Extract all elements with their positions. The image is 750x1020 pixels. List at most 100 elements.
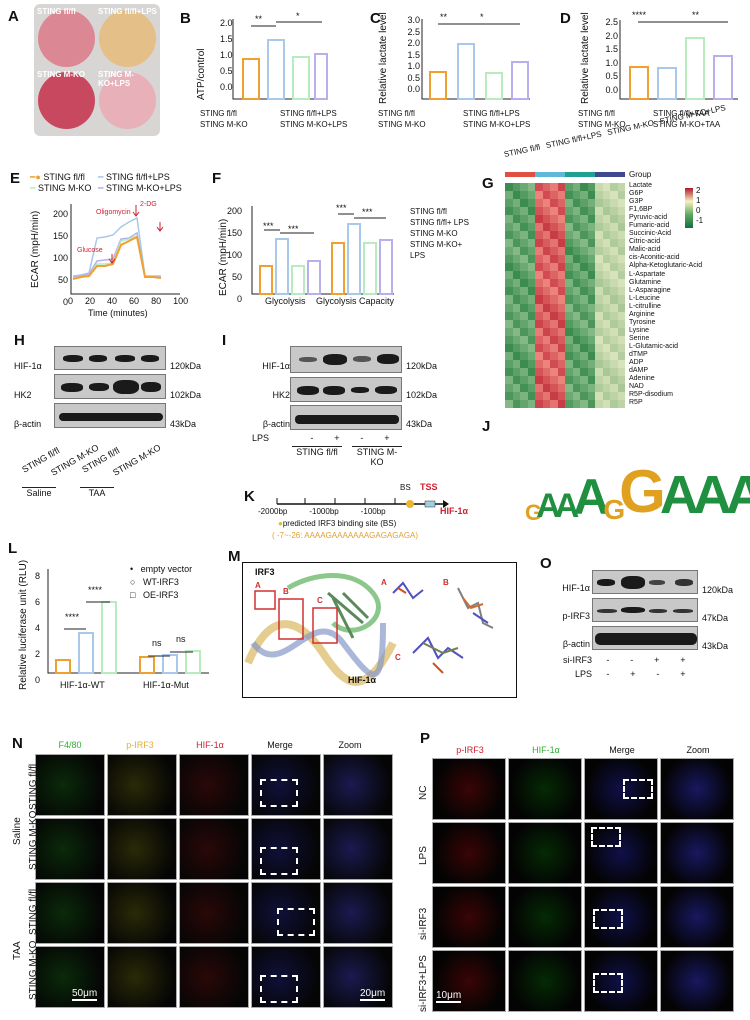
fluorescence-image xyxy=(660,886,734,948)
metabolite-label: L-Aspartate xyxy=(629,270,666,278)
x-axis-label: Time (minutes) xyxy=(88,308,148,318)
panel-label-h: H xyxy=(14,332,25,349)
zoom-c-label: C xyxy=(395,653,401,662)
fluorescence-image xyxy=(179,882,249,944)
zoom-b-label: B xyxy=(443,578,449,587)
lps-label: LPS xyxy=(252,433,270,443)
fluorescence-image xyxy=(323,946,393,1008)
legend-c: STING fl/fl STING fl/fl+LPS STING M-KO STI… xyxy=(378,109,531,129)
western-blot-hif1a xyxy=(290,346,402,373)
blot-row-labels: HIF-1α HK2 β-actin xyxy=(14,361,42,429)
row-label: STING M-KO xyxy=(28,940,39,1000)
panel-label-k: K xyxy=(244,488,255,505)
group-label: Group xyxy=(629,170,652,179)
zoom-region-box xyxy=(591,827,621,847)
fluorescence-image xyxy=(35,882,105,944)
scalebar-50um: 50μm xyxy=(72,988,98,1001)
group-taa: TAA xyxy=(80,487,114,498)
sig-marker: ns xyxy=(152,638,162,648)
bs-sequence: ( -7~-26: AAAAGAAAAAAAGAGAGAGA) xyxy=(272,531,419,540)
western-blot-actin xyxy=(54,403,166,428)
metabolite-label: R5P-disodium xyxy=(629,391,673,399)
tss-label: TSS xyxy=(420,482,438,492)
blot-row-labels: HIF-1α HK2 β-actin xyxy=(262,361,290,429)
row-label: STING M-KO xyxy=(28,810,39,870)
metabolite-label: Serine xyxy=(629,334,650,342)
n-column-headers: F4/80 p-IRF3 HIF-1α Merge Zoom xyxy=(58,740,362,750)
metabolite-label: L-Glutamic-acid xyxy=(629,342,679,350)
bar-chart-l xyxy=(47,569,209,674)
fluorescence-image xyxy=(508,822,582,884)
group-color-bar xyxy=(505,172,625,177)
western-blot-hk2 xyxy=(290,377,402,402)
well-label: STING fl/fl+LPS xyxy=(98,7,157,16)
metabolite-label: L-citrulline xyxy=(629,302,661,310)
culture-plate-photo: STING fl/fl STING fl/fl+LPS STING M-KO S… xyxy=(34,4,160,136)
sig-marker: **** xyxy=(88,585,103,595)
y-axis-label: Relative lactate level xyxy=(580,12,591,104)
zoom-region-box xyxy=(277,908,315,936)
bs-label: BS xyxy=(400,483,411,492)
fluorescence-image xyxy=(179,946,249,1008)
p-column-headers: p-IRF3 HIF-1α Merge Zoom xyxy=(456,745,710,755)
promoter-diagram xyxy=(276,498,449,508)
y-ticks: 200 150 100 50 0 xyxy=(226,206,242,304)
zoom-region-box xyxy=(260,779,298,807)
fluorescence-image xyxy=(660,758,734,820)
lane-labels: STING fl/fl STING M-KO STING fl/fl STING… xyxy=(20,442,163,478)
fluorescence-image xyxy=(323,882,393,944)
x-category: Glycolysis xyxy=(265,296,306,306)
promoter-ticks: -2000bp -1000bp -100bp xyxy=(258,507,386,516)
bs-legend: ●predicted IRF3 binding site (BS) xyxy=(278,519,397,528)
row-label: NC xyxy=(418,785,429,800)
bar-chart-f xyxy=(251,206,394,295)
fluorescence-image xyxy=(179,818,249,880)
metabolite-label: Citric-acid xyxy=(629,238,661,246)
fluorescence-image xyxy=(508,886,582,948)
panel-label-o: O xyxy=(540,555,552,572)
sig-marker: **** xyxy=(632,10,647,20)
kda-labels: 120kDa 102kDa 43kDa xyxy=(170,361,202,429)
panel-label-n: N xyxy=(12,735,23,752)
zoom-region-box xyxy=(593,973,623,993)
zoom-region-box xyxy=(260,847,298,875)
panel-label-d: D xyxy=(560,10,571,27)
metabolite-label: ADP xyxy=(629,359,644,367)
color-scale-bar xyxy=(685,188,693,228)
fluorescence-image xyxy=(35,946,105,1008)
group-taa: TAA xyxy=(12,941,23,960)
x-category: Glycolysis Capacity xyxy=(316,296,395,306)
fluorescence-image xyxy=(107,754,177,816)
color-scale-labels: 2 1 0 -1 xyxy=(696,186,704,225)
metabolite-label: Malic-acid xyxy=(629,246,661,254)
zoom-region-box xyxy=(623,779,653,799)
y-ticks: 2.5 2.0 1.5 1.0 0.5 0.0 xyxy=(605,17,618,95)
annotation-oligomycin: Oligomycin xyxy=(96,209,131,216)
fluorescence-image xyxy=(251,754,321,816)
y-ticks: 2.0 1.5 1.0 0.5 0.0 xyxy=(220,18,233,92)
y-ticks: 3.0 2.5 2.0 1.5 1.0 0.5 0.0 xyxy=(407,15,420,94)
row-label: STING fl/fl xyxy=(28,888,39,935)
panel-label-e: E xyxy=(10,170,21,187)
fluorescence-image xyxy=(107,882,177,944)
bar-chart-c xyxy=(421,19,530,100)
legend-f: STING fl/fl STING fl/fl+ LPS STING M-KO STI… xyxy=(410,207,469,260)
group-sting-mko: STING M-KO xyxy=(352,446,402,467)
p-image-grid xyxy=(432,758,742,1020)
y-axis-label: Relative luciferase unit (RLU) xyxy=(18,559,29,690)
legend-e: ━● STING fl/fl ━ STING fl/fl+LPS ━ STING … xyxy=(30,172,182,193)
western-blot-hif1a xyxy=(54,346,166,370)
fluorescence-image xyxy=(508,758,582,820)
metabolite-label: NAD xyxy=(629,383,644,391)
metabolite-label: Lactate xyxy=(629,182,652,189)
bar-chart-b xyxy=(232,19,328,100)
scalebar-20um: 20μm xyxy=(360,988,386,1001)
row-label: LPS xyxy=(418,846,429,865)
heatmap-grid xyxy=(505,183,625,408)
metabolite-label: Succinic-Acid xyxy=(629,230,672,238)
fluorescence-image xyxy=(584,822,658,884)
sig-marker: **** xyxy=(65,612,80,622)
annotation-2dg: 2-DG xyxy=(140,201,157,208)
sig-marker: *** xyxy=(362,207,373,217)
y-axis-label: ECAR (mpH/min) xyxy=(30,210,41,288)
